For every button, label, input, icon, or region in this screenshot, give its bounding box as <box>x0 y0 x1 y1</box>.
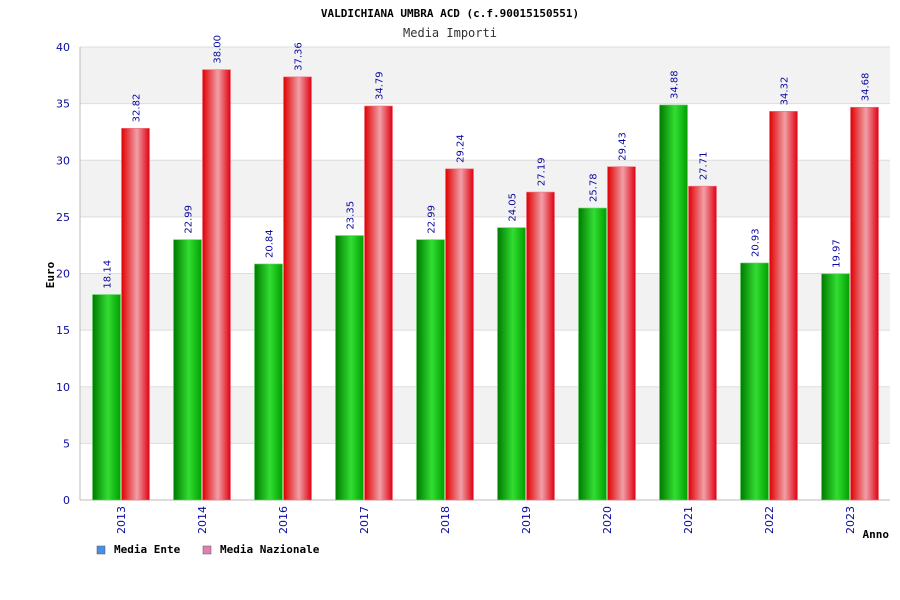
y-tick-label: 15 <box>56 324 70 337</box>
data-label: 22.99 <box>184 205 195 234</box>
bars <box>92 69 879 501</box>
bar-media-ente <box>578 207 607 501</box>
bar-media-nazionale <box>607 166 636 501</box>
data-label: 22.99 <box>427 205 438 234</box>
x-tick-label: 2018 <box>439 506 452 534</box>
x-tick-label: 2019 <box>520 506 533 534</box>
bar-media-ente <box>659 104 688 501</box>
bar-media-nazionale <box>121 128 150 501</box>
bar-media-nazionale <box>445 168 474 501</box>
bar-media-ente <box>173 239 202 501</box>
data-label: 38.00 <box>213 35 224 64</box>
x-tick-label: 2020 <box>601 506 614 534</box>
data-label: 37.36 <box>294 42 305 71</box>
data-label: 24.05 <box>508 193 519 222</box>
data-label: 34.88 <box>670 70 681 99</box>
bar-media-nazionale <box>283 76 312 501</box>
data-label: 23.35 <box>346 201 357 230</box>
legend-label-nazionale: Media Nazionale <box>220 543 320 556</box>
chart-title: VALDICHIANA UMBRA ACD (c.f.90015150551) <box>321 7 579 20</box>
bar-media-nazionale <box>688 185 717 501</box>
legend: Media Ente Media Nazionale <box>96 543 320 556</box>
y-tick-label: 10 <box>56 381 70 394</box>
bar-media-ente <box>254 263 283 501</box>
data-labels: 18.14 32.82 22.99 38.00 20.84 37.36 23.35 34.79… <box>103 35 872 289</box>
grid-band <box>80 47 890 104</box>
y-tick-label: 20 <box>56 268 70 281</box>
y-tick-label: 5 <box>63 437 70 450</box>
x-axis-label: Anno <box>863 528 890 541</box>
y-tick-label: 0 <box>63 494 70 507</box>
data-label: 34.68 <box>861 73 872 102</box>
data-label: 18.14 <box>103 260 114 289</box>
bar-media-nazionale <box>850 106 879 501</box>
bar-media-nazionale <box>202 69 231 501</box>
legend-swatch-nazionale <box>202 545 212 555</box>
data-label: 27.71 <box>699 152 710 181</box>
bar-media-ente <box>416 239 445 501</box>
data-label: 34.32 <box>780 77 791 106</box>
data-label: 19.97 <box>832 239 843 268</box>
x-tick-label: 2014 <box>196 506 209 534</box>
bar-media-ente <box>821 273 850 501</box>
x-tick-label: 2017 <box>358 506 371 534</box>
x-tick-label: 2021 <box>682 506 695 534</box>
y-axis-ticks: 0 5 10 15 20 25 30 35 40 <box>56 41 70 507</box>
grid-band <box>80 160 890 217</box>
x-tick-label: 2023 <box>844 506 857 534</box>
data-label: 34.79 <box>375 71 386 100</box>
y-tick-label: 35 <box>56 98 70 111</box>
bar-media-ente <box>335 235 364 501</box>
bar-media-ente <box>740 262 769 501</box>
x-tick-label: 2013 <box>115 506 128 534</box>
legend-label-ente: Media Ente <box>114 543 181 556</box>
data-label: 32.82 <box>132 94 143 123</box>
data-label: 29.43 <box>618 132 629 161</box>
data-label: 27.19 <box>537 157 548 186</box>
data-label: 25.78 <box>589 173 600 202</box>
bar-media-ente <box>92 294 121 501</box>
bar-media-ente <box>497 227 526 501</box>
y-axis-label: Euro <box>44 261 57 288</box>
bar-media-nazionale <box>364 105 393 501</box>
chart-subtitle: Media Importi <box>403 26 497 40</box>
bar-media-nazionale <box>526 191 555 501</box>
data-label: 20.93 <box>751 228 762 257</box>
y-tick-label: 25 <box>56 211 70 224</box>
bar-media-nazionale <box>769 111 798 501</box>
y-tick-label: 30 <box>56 154 70 167</box>
data-label: 20.84 <box>265 229 276 258</box>
y-tick-label: 40 <box>56 41 70 54</box>
x-tick-label: 2016 <box>277 506 290 534</box>
legend-swatch-ente <box>96 545 106 555</box>
data-label: 29.24 <box>456 134 467 163</box>
x-axis-ticks: 2013 2014 2016 2017 2018 2019 2020 2021 2022 2023 <box>115 506 857 534</box>
x-tick-label: 2022 <box>763 506 776 534</box>
